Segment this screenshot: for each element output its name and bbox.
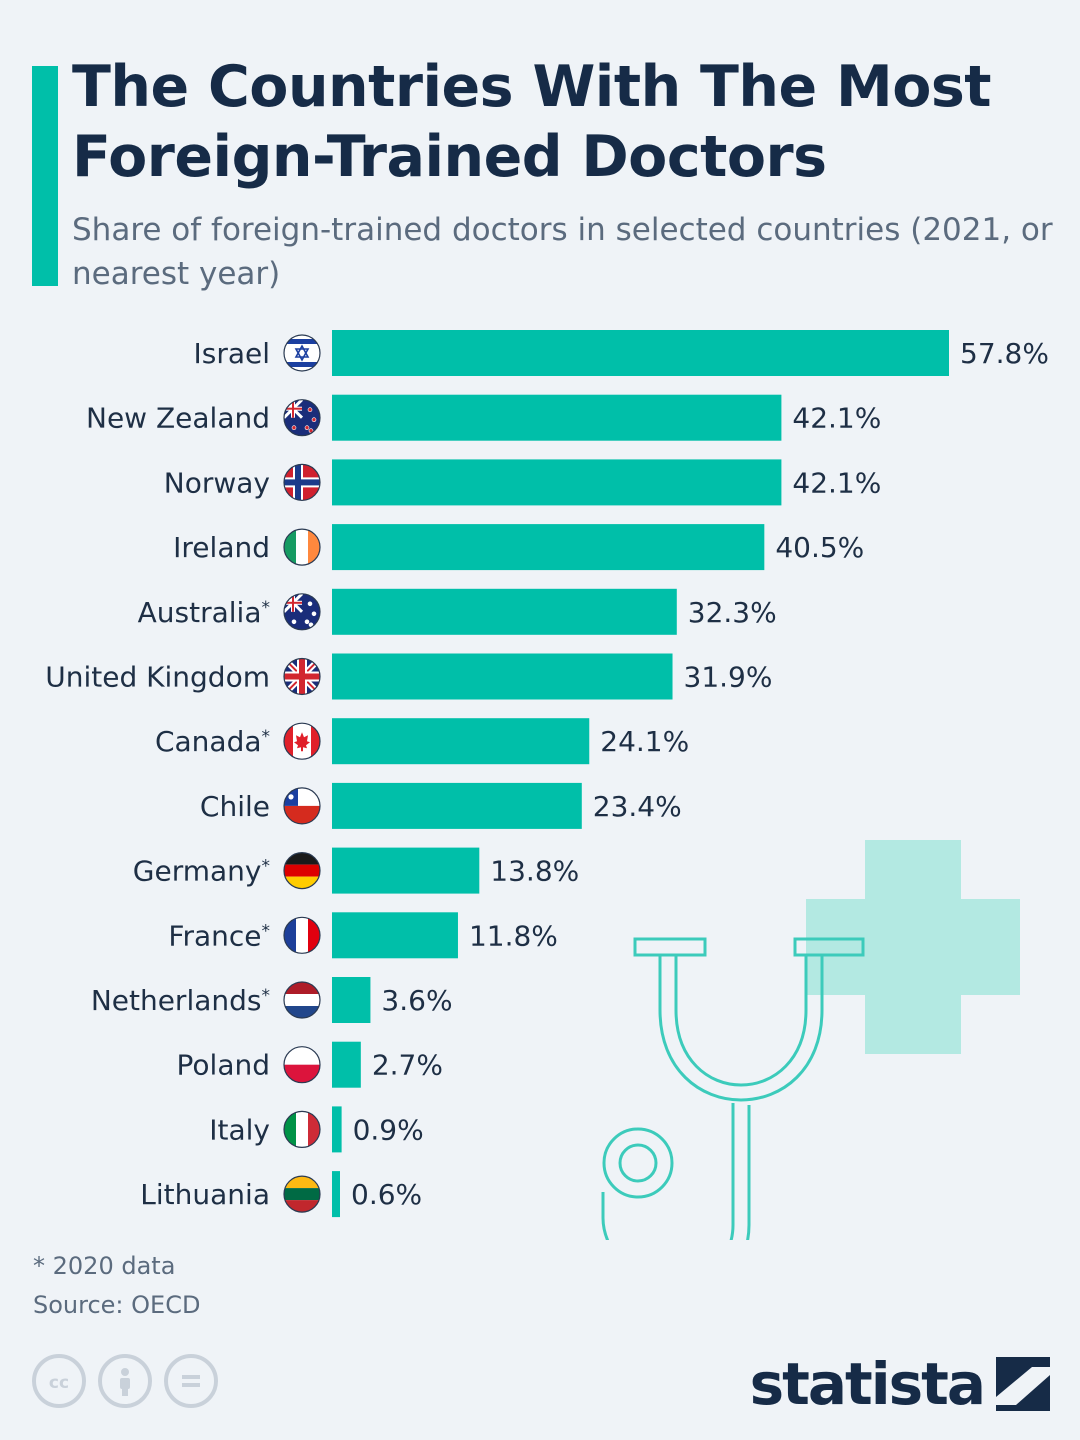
medical-cross-icon: [806, 840, 1020, 1054]
france-flag-icon: [283, 916, 321, 954]
bar-chart: Israel 57.8% New Zealand 42.1% Norway 42.1% Ir…: [45, 330, 1049, 1240]
value-label-israel: 57.8%: [960, 337, 1049, 370]
country-label-australia: Australia*: [138, 596, 270, 629]
value-label-chile: 23.4%: [593, 790, 682, 823]
bar-israel: [332, 330, 949, 376]
bar-france: [332, 912, 458, 959]
value-label-ireland: 40.5%: [775, 531, 864, 564]
statista-brand[interactable]: statista: [750, 1350, 1050, 1418]
chart-title: The Countries With The Most Foreign-Trai…: [72, 54, 992, 190]
ireland-flag-icon: [283, 528, 321, 566]
bar-lithuania: [332, 1171, 340, 1218]
country-label-netherlands: Netherlands*: [91, 984, 270, 1017]
value-label-norway: 42.1%: [792, 466, 881, 499]
decoration-layer: [601, 840, 1020, 1240]
lithuania-flag-icon: [283, 1175, 321, 1213]
svg-text:cc: cc: [49, 1373, 69, 1393]
statista-logo-icon: [996, 1357, 1050, 1411]
bar-norway: [332, 459, 782, 506]
bar-germany: [332, 847, 480, 894]
value-label-poland: 2.7%: [372, 1049, 443, 1082]
creative-commons-icon[interactable]: cc: [32, 1354, 86, 1408]
footnote: * 2020 data: [33, 1252, 176, 1280]
bar-italy: [332, 1106, 342, 1153]
attribution-icon[interactable]: [98, 1354, 152, 1408]
country-label-france: France*: [168, 919, 270, 952]
bar-united-kingdom: [332, 653, 673, 700]
value-label-italy: 0.9%: [353, 1113, 424, 1146]
canada-flag-icon: [283, 722, 321, 760]
country-label-chile: Chile: [200, 790, 270, 823]
netherlands-flag-icon: [283, 981, 321, 1019]
new-zealand-flag-icon: [283, 399, 321, 437]
license-icons: cc: [32, 1354, 218, 1408]
australia-flag-icon: [283, 593, 321, 631]
italy-flag-icon: [283, 1110, 321, 1149]
israel-flag-icon: [283, 334, 321, 372]
poland-flag-icon: [283, 1046, 321, 1084]
country-label-norway: Norway: [164, 466, 270, 499]
bar-ireland: [332, 524, 765, 571]
bar-chile: [332, 782, 582, 829]
united-kingdom-flag-icon: [283, 657, 321, 696]
country-label-germany: Germany*: [133, 855, 270, 888]
value-label-france: 11.8%: [469, 919, 558, 952]
value-label-lithuania: 0.6%: [351, 1178, 422, 1211]
germany-flag-icon: [283, 851, 321, 890]
brand-wordmark: statista: [749, 1350, 986, 1418]
value-label-new-zealand: 42.1%: [792, 402, 881, 435]
country-label-israel: Israel: [193, 337, 270, 370]
country-label-ireland: Ireland: [173, 531, 270, 564]
country-label-new-zealand: New Zealand: [86, 402, 270, 435]
value-label-canada: 24.1%: [600, 725, 689, 758]
bar-canada: [332, 718, 590, 765]
country-label-lithuania: Lithuania: [140, 1178, 270, 1211]
country-label-united-kingdom: United Kingdom: [45, 661, 270, 694]
value-label-netherlands: 3.6%: [381, 984, 452, 1017]
norway-flag-icon: [283, 463, 321, 501]
source-note: Source: OECD: [33, 1291, 201, 1319]
value-label-australia: 32.3%: [688, 596, 777, 629]
stethoscope-icon: [601, 937, 865, 1240]
bar-netherlands: [332, 977, 371, 1023]
value-label-united-kingdom: 31.9%: [684, 661, 773, 694]
country-label-poland: Poland: [177, 1049, 270, 1082]
country-label-italy: Italy: [209, 1113, 270, 1146]
bar-poland: [332, 1041, 361, 1088]
no-derivatives-icon[interactable]: [164, 1354, 218, 1408]
bar-australia: [332, 588, 677, 635]
title-accent-bar: [32, 66, 58, 286]
chile-flag-icon: [283, 787, 321, 825]
chart-subtitle: Share of foreign-trained doctors in sele…: [72, 212, 1053, 292]
value-label-germany: 13.8%: [490, 855, 579, 888]
country-label-canada: Canada*: [155, 725, 270, 758]
bar-new-zealand: [332, 394, 782, 441]
bars-layer: Israel 57.8% New Zealand 42.1% Norway 42.1% Ir…: [45, 330, 1049, 1218]
